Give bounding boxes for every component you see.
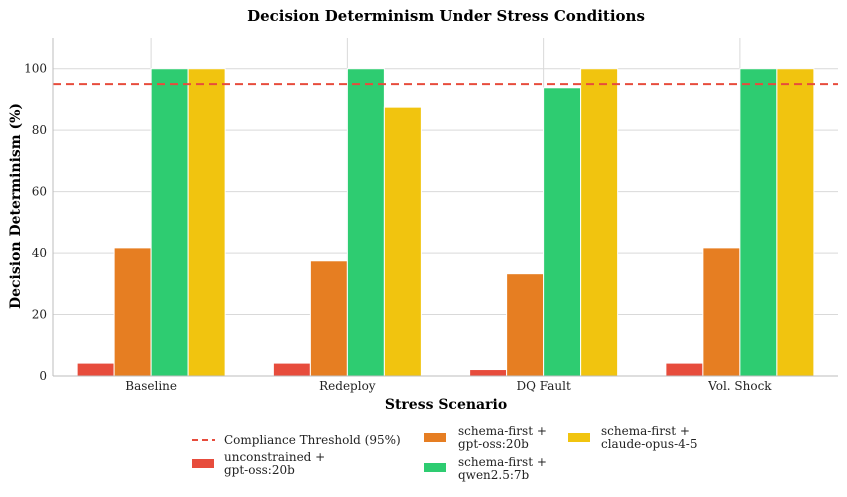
legend-label-line: unconstrained + — [224, 450, 325, 464]
x-tick-label: Redeploy — [319, 379, 376, 393]
legend-label-series-2: schema-first + qwen2.5:7b — [458, 455, 547, 482]
y-axis-label: Decision Determinism (%) — [8, 103, 24, 309]
bar-dq-fault-series-2 — [543, 87, 582, 377]
y-tick-label: 0 — [39, 369, 47, 383]
x-ticks: Baseline Redeploy DQ Fault Vol. Shock — [125, 379, 772, 393]
bar-redeploy-series-1 — [309, 260, 348, 377]
legend-threshold-label: Compliance Threshold (95%) — [224, 433, 401, 447]
y-tick-label: 80 — [32, 123, 47, 137]
bar-redeploy-series-0 — [272, 362, 311, 377]
legend-label-series-3: schema-first + claude-opus-4-5 — [601, 424, 697, 451]
x-tick-label: Baseline — [125, 379, 177, 393]
legend: Compliance Threshold (95%) unconstrained … — [192, 424, 697, 482]
x-tick-label: Vol. Shock — [707, 379, 772, 393]
legend-label-series-0: unconstrained + gpt-oss:20b — [224, 450, 325, 477]
chart-title: Decision Determinism Under Stress Condit… — [247, 7, 645, 25]
legend-label-line: claude-opus-4-5 — [601, 437, 697, 451]
y-tick-label: 60 — [32, 185, 47, 199]
y-tick-label: 20 — [32, 308, 47, 322]
y-tick-label: 100 — [24, 62, 47, 76]
legend-label-line: gpt-oss:20b — [224, 463, 295, 477]
legend-swatch-series-0 — [192, 459, 214, 468]
legend-label-line: schema-first + — [601, 424, 690, 438]
y-tick-label: 40 — [32, 246, 47, 260]
legend-label-line: gpt-oss:20b — [458, 437, 529, 451]
bar-baseline-series-1 — [113, 247, 152, 377]
bar-baseline-series-2 — [150, 68, 189, 377]
legend-label-line: qwen2.5:7b — [458, 468, 530, 482]
bar-redeploy-series-3 — [383, 106, 422, 377]
legend-swatch-series-2 — [424, 463, 446, 472]
bar-vol-shock-series-3 — [776, 68, 815, 377]
legend-swatch-series-3 — [568, 433, 590, 442]
bar-redeploy-series-2 — [346, 68, 385, 377]
y-ticks: 0 20 40 60 80 100 — [24, 62, 47, 383]
bar-dq-fault-series-0 — [469, 369, 508, 377]
legend-label-series-1: schema-first + gpt-oss:20b — [458, 424, 547, 451]
legend-label-line: schema-first + — [458, 455, 547, 469]
bar-vol-shock-series-1 — [702, 247, 741, 377]
bars — [76, 68, 815, 377]
axes — [52, 38, 838, 377]
bar-dq-fault-series-3 — [580, 68, 619, 377]
bar-dq-fault-series-1 — [506, 273, 545, 377]
legend-label-line: schema-first + — [458, 424, 547, 438]
bar-vol-shock-series-2 — [739, 68, 778, 377]
x-tick-label: DQ Fault — [516, 379, 571, 393]
legend-swatch-series-1 — [424, 433, 446, 442]
x-axis-label: Stress Scenario — [385, 397, 507, 413]
bar-vol-shock-series-0 — [665, 362, 704, 377]
bar-baseline-series-0 — [76, 362, 115, 377]
bar-baseline-series-3 — [187, 68, 226, 377]
